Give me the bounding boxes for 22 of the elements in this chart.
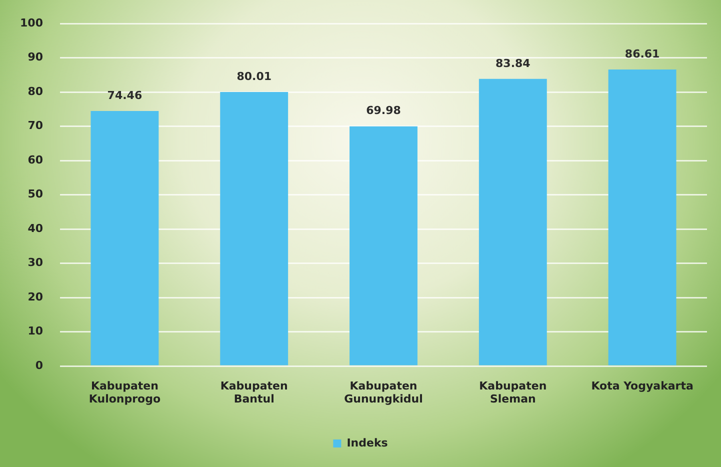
x-tick-label: Kabupaten Kulonprogo — [88, 379, 161, 406]
data-label: 74.46 — [107, 88, 142, 102]
y-tick-label: 90 — [28, 50, 44, 64]
x-tick-label: Kabupaten Gunungkidul — [344, 379, 423, 406]
data-label: 86.61 — [624, 47, 660, 60]
x-tick-label: Kabupaten Bantul — [220, 379, 288, 406]
data-label: 83.84 — [496, 56, 531, 70]
data-label: 69.98 — [366, 104, 401, 118]
y-tick-label: 100 — [20, 16, 44, 30]
y-tick-label: 20 — [28, 290, 44, 304]
y-tick-label: 10 — [28, 324, 44, 338]
x-tick-label: Kabupaten Sleman — [479, 379, 547, 406]
y-tick-label: 80 — [28, 84, 44, 98]
x-tick-label: Kota Yogyakarta — [591, 379, 694, 392]
y-tick-label: 40 — [28, 222, 44, 235]
legend-label: Indeks — [346, 436, 388, 450]
y-tick-label: 30 — [28, 256, 44, 270]
y-tick-label: 70 — [28, 119, 44, 132]
y-tick-label: 0 — [35, 358, 44, 372]
y-tick-label: 60 — [28, 153, 44, 166]
y-tick-label: 50 — [28, 188, 44, 201]
data-label: 80.01 — [236, 70, 272, 83]
